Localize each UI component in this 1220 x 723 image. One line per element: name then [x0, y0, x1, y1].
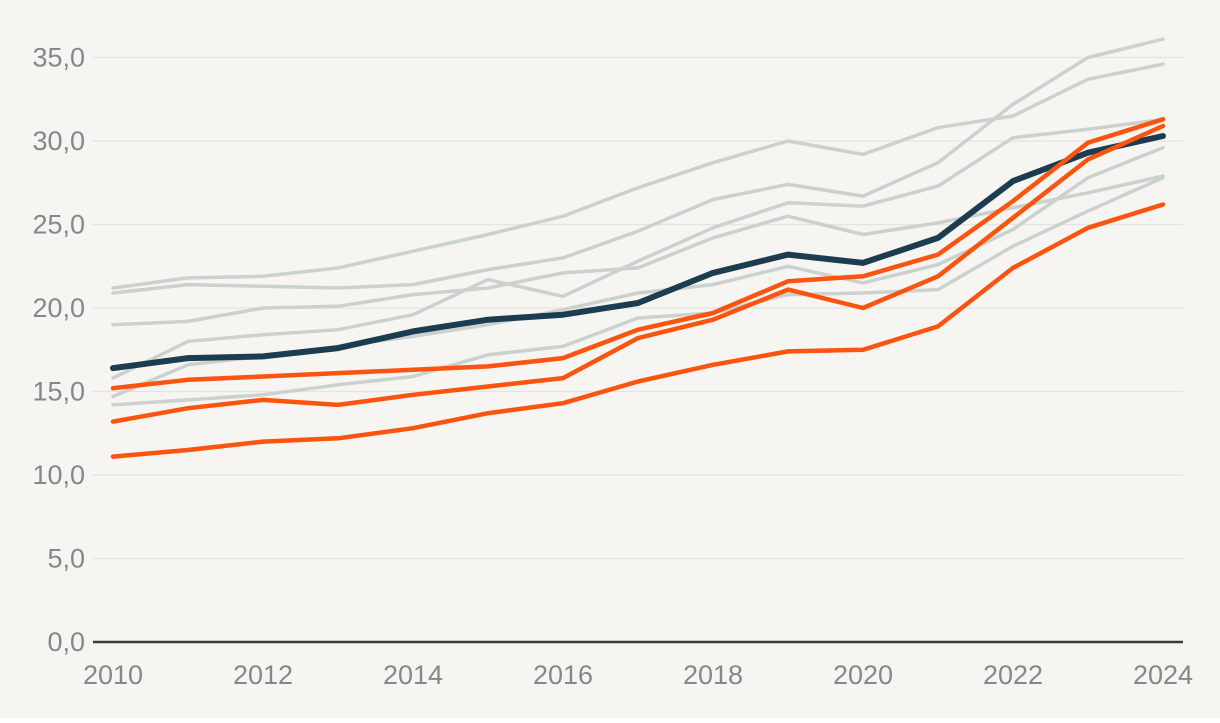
- y-tick-label: 5,0: [47, 544, 85, 574]
- series-line-orange-c: [110, 202, 1166, 459]
- x-tick-label: 2024: [1133, 660, 1193, 690]
- x-tick-label: 2022: [983, 660, 1043, 690]
- y-tick-label: 20,0: [32, 293, 85, 323]
- y-tick-label: 0,0: [47, 627, 85, 657]
- series-line-gray-c: [111, 174, 1165, 327]
- series-line-gray-f: [111, 175, 1165, 407]
- series-line-navy-highlight: [110, 133, 1166, 372]
- series-line-gray-b: [111, 37, 1165, 295]
- y-tick-label: 10,0: [32, 460, 85, 490]
- x-tick-label: 2014: [383, 660, 443, 690]
- series-line-orange-b: [110, 123, 1166, 424]
- x-tick-label: 2020: [833, 660, 893, 690]
- series-line-orange-a: [110, 117, 1166, 391]
- y-tick-label: 30,0: [32, 126, 85, 156]
- series-line-gray-a: [111, 62, 1165, 290]
- y-tick-label: 35,0: [32, 43, 85, 73]
- x-tick-label: 2010: [83, 660, 143, 690]
- x-tick-label: 2018: [683, 660, 743, 690]
- y-tick-label: 25,0: [32, 210, 85, 240]
- x-tick-label: 2016: [533, 660, 593, 690]
- x-tick-label: 2012: [233, 660, 293, 690]
- series-line-gray-d: [111, 117, 1165, 380]
- y-tick-label: 15,0: [32, 377, 85, 407]
